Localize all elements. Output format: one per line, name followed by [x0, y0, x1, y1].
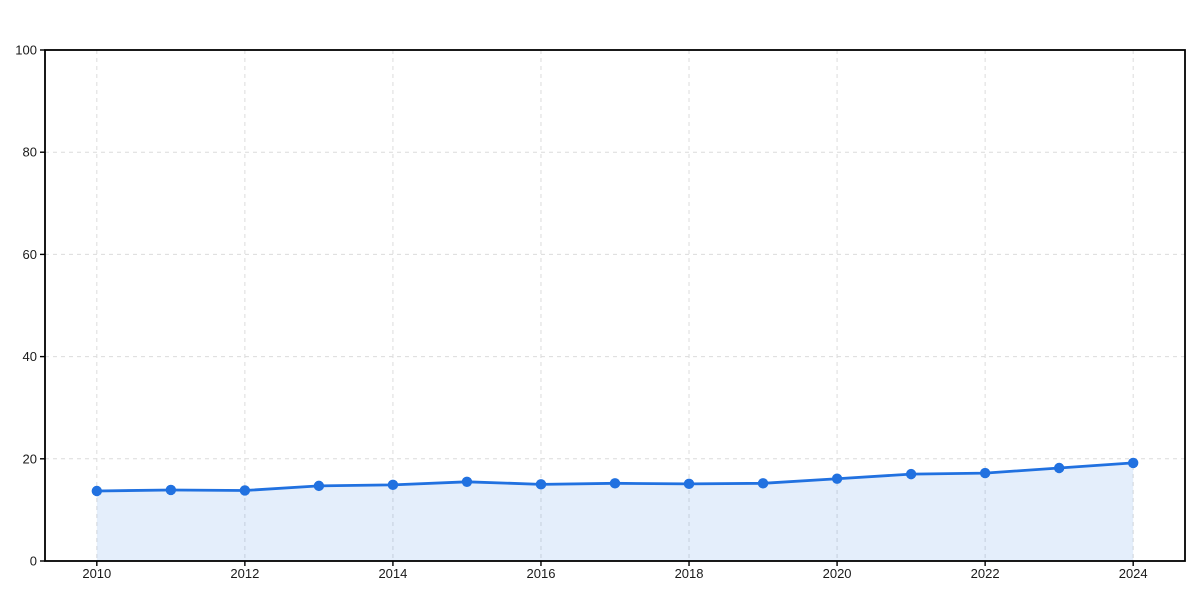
data-point-2019: [757, 478, 769, 489]
y-tick-label-80: 80: [23, 145, 37, 160]
data-point-2013: [313, 480, 325, 492]
y-tick-label-60: 60: [23, 247, 37, 262]
data-point-2010: [91, 485, 103, 497]
y-tick-label-0: 0: [30, 554, 37, 569]
data-point-2014: [387, 479, 399, 491]
x-tick-label-2010: 2010: [82, 566, 111, 581]
plot-border: [44, 49, 1186, 562]
x-tick-label-2024: 2024: [1119, 566, 1148, 581]
data-point-2022: [979, 467, 991, 479]
x-tick-label-2016: 2016: [527, 566, 556, 581]
data-point-2011: [165, 484, 177, 496]
x-tick-label-2014: 2014: [378, 566, 407, 581]
y-tick-label-20: 20: [23, 451, 37, 466]
x-tick-label-2022: 2022: [971, 566, 1000, 581]
y-tick-label-100: 100: [15, 43, 37, 58]
data-point-2023: [1053, 462, 1065, 474]
data-point-2012: [239, 485, 251, 496]
area-fill: [96, 462, 1134, 561]
data-point-2016: [535, 479, 547, 490]
data-point-2017: [609, 478, 621, 489]
x-tick-label-2018: 2018: [675, 566, 704, 581]
x-tick-label-2020: 2020: [823, 566, 852, 581]
y-tick-label-40: 40: [23, 349, 37, 364]
data-point-2015: [461, 476, 473, 487]
data-point-2024: [1127, 457, 1139, 469]
x-tick-label-2012: 2012: [230, 566, 259, 581]
data-point-2018: [683, 478, 695, 490]
data-point-2021: [905, 468, 917, 480]
data-point-2020: [831, 473, 843, 484]
plot-background: [45, 50, 1185, 561]
